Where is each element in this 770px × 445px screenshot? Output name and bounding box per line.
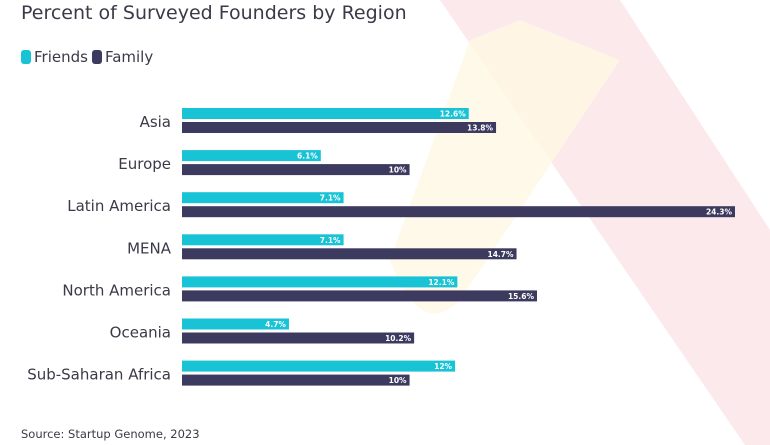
- data-label: 15.6%: [508, 292, 535, 301]
- bar-friends: [182, 150, 321, 162]
- bar-family: [182, 332, 415, 344]
- legend-label-friends: Friends: [34, 48, 88, 66]
- data-label: 7.1%: [320, 194, 341, 203]
- data-label: 24.3%: [706, 208, 733, 217]
- bar-family: [182, 290, 538, 302]
- bar-family: [182, 122, 497, 133]
- data-label: 4.7%: [265, 320, 286, 329]
- bar-friends: [182, 108, 469, 119]
- bar-friends: [182, 192, 344, 204]
- bar-friends: [182, 234, 344, 246]
- category-label: North America: [62, 281, 171, 299]
- data-label: 12.6%: [440, 110, 467, 119]
- category-label: Latin America: [67, 197, 171, 215]
- legend-label-family: Family: [104, 48, 154, 66]
- source-note: Source: Startup Genome, 2023: [21, 427, 200, 441]
- category-label: Sub-Saharan Africa: [27, 366, 171, 384]
- category-label: Europe: [118, 155, 171, 173]
- data-label: 10.2%: [385, 334, 412, 343]
- category-label: MENA: [127, 239, 172, 257]
- bar-family: [182, 374, 410, 386]
- bar-family: [182, 164, 410, 176]
- data-label: 12.1%: [428, 278, 455, 287]
- data-label: 13.8%: [467, 124, 494, 133]
- legend: Friends Family: [21, 48, 157, 66]
- bar-friends: [182, 360, 456, 372]
- data-label: 6.1%: [297, 152, 318, 161]
- bar-friends: [182, 276, 458, 288]
- bar-friends: [182, 318, 289, 330]
- data-label: 7.1%: [320, 236, 341, 245]
- category-label: Oceania: [110, 324, 171, 342]
- chart-title: Percent of Surveyed Founders by Region: [21, 2, 407, 24]
- legend-swatch-family: [91, 50, 102, 64]
- category-label: Asia: [140, 113, 171, 131]
- data-label: 12%: [434, 362, 452, 371]
- data-label: 14.7%: [487, 250, 514, 259]
- bar-family: [182, 248, 517, 260]
- data-label: 10%: [389, 166, 407, 175]
- decor-stripe-yellow: [390, 20, 620, 314]
- bar-family: [182, 206, 735, 218]
- data-label: 10%: [389, 376, 407, 385]
- legend-swatch-friends: [21, 50, 31, 64]
